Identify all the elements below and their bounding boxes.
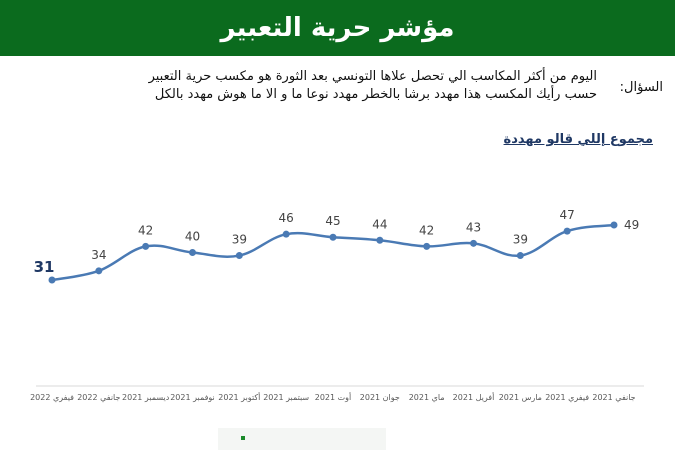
question-line-1: اليوم من أكثر المكاسب الي تحصل علاها الت… (148, 69, 597, 84)
data-label: 42 (419, 223, 434, 237)
question-label: السؤال: (619, 80, 663, 95)
data-label: 31 (34, 258, 55, 276)
data-label: 46 (279, 211, 294, 225)
data-label: 40 (185, 230, 200, 244)
data-point (470, 239, 477, 247)
x-tick-label: جانفي 2021 (592, 393, 635, 402)
x-tick-label: ديسمبر 2021 (122, 393, 170, 402)
x-tick-label: أكتوبر 2021 (218, 392, 260, 402)
data-point (516, 252, 524, 260)
series-line (51, 223, 615, 282)
x-tick-label: فيفري 2022 (30, 393, 74, 402)
x-tick-label: مارس 2021 (499, 393, 542, 402)
data-point (563, 227, 571, 235)
footer-strip (218, 428, 386, 450)
data-label: 39 (232, 233, 247, 247)
question-text: اليوم من أكثر المكاسب الي تحصل علاها الت… (77, 68, 597, 104)
data-point (329, 233, 337, 241)
header-bar: مؤشر حرية التعبير (0, 0, 675, 56)
x-tick-label: أوت 2021 (315, 392, 352, 402)
x-tick-label: أفريل 2021 (453, 392, 495, 402)
data-label: 34 (91, 248, 106, 262)
page-title: مؤشر حرية التعبير (220, 13, 455, 43)
data-point (610, 221, 618, 229)
data-label: 47 (560, 208, 575, 222)
data-label: 45 (325, 214, 340, 228)
data-point (95, 267, 103, 275)
x-tick-label: جوان 2021 (360, 393, 400, 402)
x-tick-label: ماي 2021 (409, 393, 445, 402)
data-point (282, 230, 290, 238)
x-tick-label: جانفي 2022 (77, 393, 120, 402)
data-point (142, 242, 150, 250)
x-tick-label: فيفري 2021 (545, 393, 589, 402)
question-line-2: حسب رأيك المكسب هذا مهدد برشا بالخطر مهد… (154, 87, 597, 102)
data-label: 39 (513, 233, 528, 247)
data-point (423, 242, 431, 250)
data-point (235, 252, 243, 260)
x-tick-label: سبتمبر 2021 (263, 393, 309, 402)
data-label: 49 (624, 218, 639, 232)
data-point (189, 249, 196, 256)
data-label: 44 (372, 217, 387, 231)
data-label: 42 (138, 223, 153, 237)
chart-title: مجموع إللي قالو مهددة (503, 132, 653, 147)
data-point (48, 276, 56, 284)
data-label: 43 (466, 220, 481, 234)
data-point (376, 236, 384, 244)
footer-dot-icon (241, 436, 245, 440)
x-tick-label: نوفمبر 2021 (170, 393, 215, 402)
